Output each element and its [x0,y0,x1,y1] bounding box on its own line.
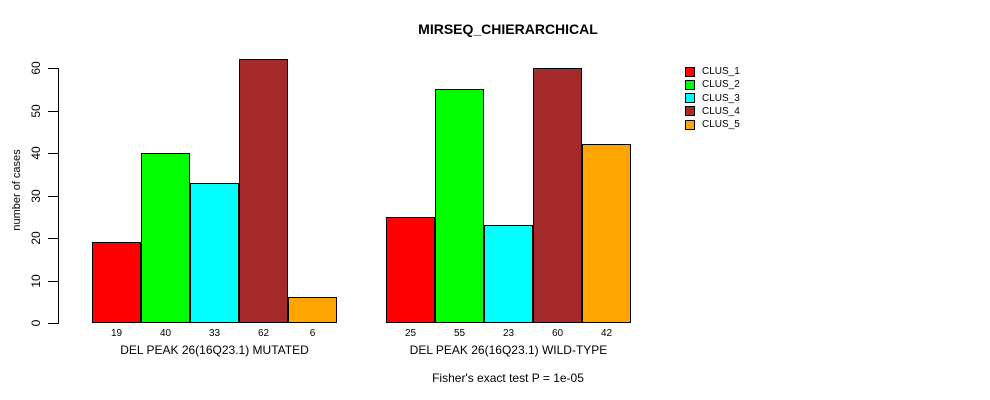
legend-swatch [685,119,695,130]
bar-clus_5 [288,297,337,323]
bar-clus_3 [484,225,533,323]
y-axis-line [58,68,59,324]
y-tick-mark [48,111,58,112]
bar-clus_2 [435,89,484,323]
legend-entry: CLUS_3 [685,93,740,104]
legend-entry: CLUS_1 [685,66,740,77]
legend-entry: CLUS_2 [685,79,740,90]
legend-label: CLUS_3 [702,92,740,104]
legend-label: CLUS_5 [702,119,740,131]
bar-clus_1 [386,217,435,323]
bar-clus_4 [533,68,582,323]
legend-entry: CLUS_5 [685,119,740,130]
legend-label: CLUS_4 [702,105,740,117]
group-label: DEL PEAK 26(16Q23.1) WILD-TYPE [409,343,608,357]
y-tick-label: 10 [29,274,43,288]
y-tick-mark [48,323,58,324]
bar-clus_1 [92,242,141,323]
bar-value-label: 40 [159,328,172,339]
bar-clus_3 [190,183,239,323]
y-tick-mark [48,68,58,69]
group-label: DEL PEAK 26(16Q23.1) MUTATED [120,343,309,357]
y-tick-label: 0 [29,319,43,327]
bar-value-label: 33 [208,328,221,339]
y-tick-label: 30 [29,189,43,203]
bar-clus_4 [239,59,288,323]
y-tick-label: 40 [29,146,43,160]
bar-value-label: 62 [257,328,270,339]
legend-swatch [685,79,695,90]
legend-label: CLUS_2 [702,79,740,91]
y-tick-label: 20 [29,231,43,245]
chart-title: MIRSEQ_CHIERARCHICAL [418,21,598,37]
y-tick-mark [48,238,58,239]
y-tick-label: 60 [29,61,43,75]
bar-value-label: 55 [453,328,466,339]
y-tick-label: 50 [29,104,43,118]
bar-value-label: 42 [600,328,613,339]
bar-clus_5 [582,144,631,323]
bar-value-label: 23 [502,328,515,339]
y-tick-mark [48,196,58,197]
bar-value-label: 6 [309,328,316,339]
bar-clus_2 [141,153,190,323]
bar-value-label: 25 [404,328,417,339]
legend-entry: CLUS_4 [685,106,740,117]
legend-swatch [685,106,695,117]
legend-label: CLUS_1 [702,66,740,77]
y-tick-mark [48,153,58,154]
annotation-text: Fisher's exact test P = 1e-05 [432,371,584,385]
y-axis-label: number of cases [11,149,23,231]
bar-value-label: 60 [551,328,564,339]
bar-value-label: 19 [110,328,123,339]
legend-swatch [685,66,695,77]
y-tick-mark [48,281,58,282]
legend-swatch [685,93,695,104]
